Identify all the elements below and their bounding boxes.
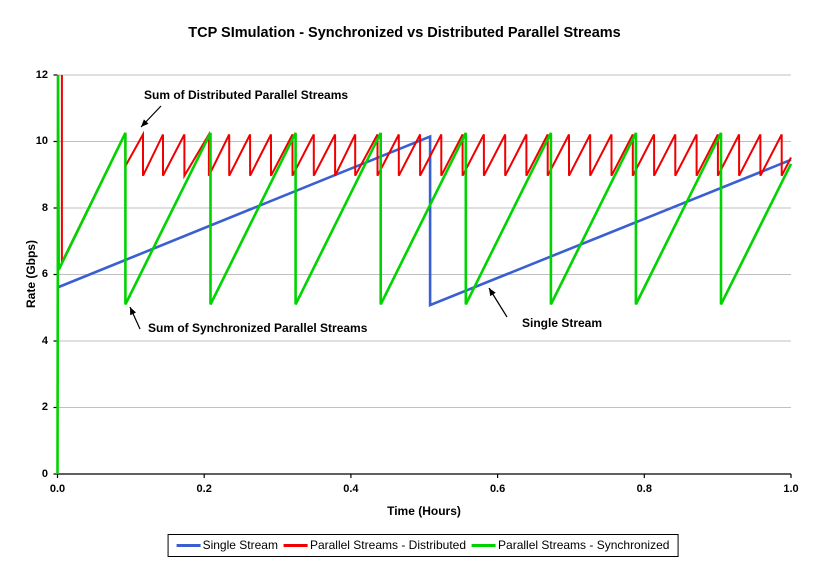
annotation-text-2: Single Stream [522, 316, 603, 330]
annotation-text-0: Sum of Distributed Parallel Streams [144, 88, 349, 102]
legend-swatch-1 [283, 544, 308, 547]
x-tick-label: 0.6 [489, 483, 506, 495]
y-tick-label: 12 [35, 68, 48, 81]
legend-item-1: Parallel Streams - Distributed [283, 538, 467, 552]
series-line-0 [57, 134, 792, 308]
annotation-arrowhead [141, 119, 149, 127]
y-tick-label: 10 [35, 135, 48, 147]
chart-title: TCP SImulation - Synchronized vs Distrib… [188, 25, 621, 41]
legend: Single Stream Parallel Streams - Distribu… [167, 534, 679, 557]
annotation-arrowhead [130, 307, 136, 316]
legend-label-1: Parallel Streams - Distributed [309, 538, 467, 552]
x-tick-label: 0.8 [636, 483, 652, 495]
series-line-1 [60, 75, 792, 263]
annotation-arrowhead [489, 288, 496, 297]
x-axis-title: Time (Hours) [387, 504, 461, 518]
x-tick-label: 1.0 [783, 483, 799, 495]
legend-label-2: Parallel Streams - Synchronized [498, 538, 670, 552]
y-tick-label: 4 [41, 334, 48, 347]
y-tick-label: 0 [41, 467, 48, 480]
y-tick-label: 8 [41, 201, 48, 214]
x-tick-label: 0.0 [49, 483, 66, 495]
series-line-2 [56, 74, 793, 475]
legend-item-0: Single Stream [176, 538, 278, 552]
annotation-text-1: Sum of Synchronized Parallel Streams [148, 321, 368, 335]
x-tick-label: 0.4 [343, 483, 359, 495]
legend-swatch-0 [176, 544, 201, 547]
legend-item-2: Parallel Streams - Synchronized [472, 539, 669, 552]
y-tick-label: 6 [41, 268, 48, 280]
x-tick-label: 0.2 [196, 483, 212, 495]
legend-label-0: Single Stream [202, 538, 278, 552]
y-tick-label: 2 [41, 401, 48, 413]
legend-swatch-2 [472, 544, 497, 547]
